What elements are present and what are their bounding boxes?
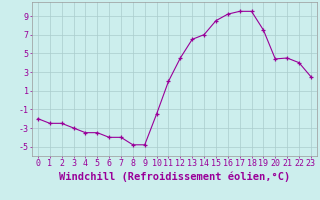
X-axis label: Windchill (Refroidissement éolien,°C): Windchill (Refroidissement éolien,°C) <box>59 171 290 182</box>
